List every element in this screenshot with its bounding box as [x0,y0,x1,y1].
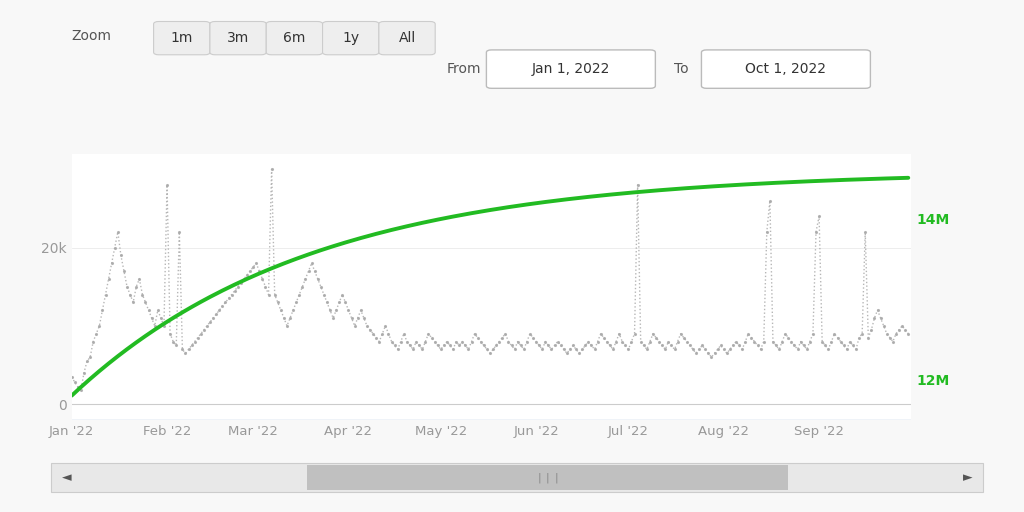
Text: Zoom: Zoom [72,29,112,43]
Text: ►: ► [963,471,973,484]
Text: Jan 1, 2022: Jan 1, 2022 [531,62,610,76]
Text: |: | [554,472,558,483]
Text: 6m: 6m [284,31,305,45]
Text: From: From [446,62,481,76]
Text: |: | [546,472,550,483]
Text: 1y: 1y [342,31,359,45]
Text: All: All [398,31,416,45]
Text: ◄: ◄ [61,471,72,484]
Text: To: To [674,62,688,76]
Text: |: | [538,472,542,483]
Text: 3m: 3m [227,31,249,45]
Text: 1m: 1m [171,31,193,45]
Text: Oct 1, 2022: Oct 1, 2022 [745,62,826,76]
